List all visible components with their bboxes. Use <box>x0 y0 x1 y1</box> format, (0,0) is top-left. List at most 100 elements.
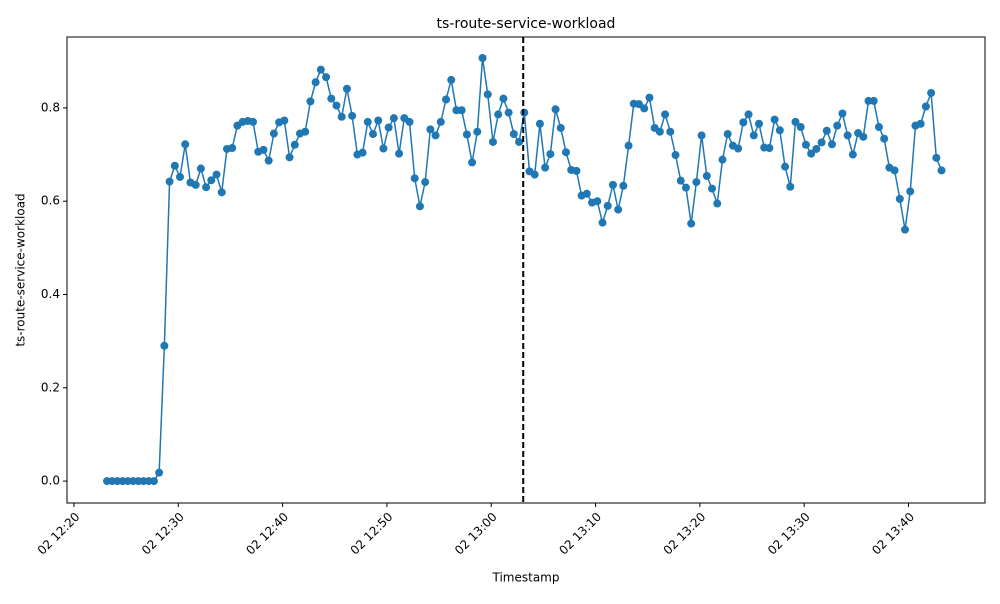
data-point <box>191 180 200 189</box>
data-point <box>348 111 357 120</box>
data-point <box>306 97 315 106</box>
chart-title: ts-route-service-workload <box>437 16 616 32</box>
data-point <box>734 144 743 153</box>
data-point <box>561 148 570 157</box>
data-point <box>681 183 690 192</box>
data-point <box>666 127 675 136</box>
data-point <box>697 131 706 140</box>
data-point <box>170 161 179 170</box>
data-point <box>494 110 503 119</box>
data-point <box>619 181 628 190</box>
data-point <box>264 156 273 165</box>
data-point <box>838 109 847 118</box>
data-point <box>457 106 466 115</box>
plot-frame <box>66 36 986 504</box>
data-point <box>822 126 831 135</box>
data-point <box>708 184 717 193</box>
data-point <box>395 149 404 158</box>
data-point <box>426 125 435 134</box>
data-point <box>389 114 398 123</box>
data-point <box>603 201 612 210</box>
data-point <box>468 158 477 167</box>
data-point <box>202 183 211 192</box>
data-point <box>692 178 701 187</box>
data-point <box>436 117 445 126</box>
data-point <box>473 127 482 136</box>
data-point <box>499 94 508 103</box>
data-point <box>280 116 289 125</box>
data-point <box>337 112 346 121</box>
data-point <box>655 127 664 136</box>
data-point <box>582 189 591 198</box>
data-point <box>259 145 268 154</box>
data-point <box>932 153 941 162</box>
data-point <box>535 119 544 128</box>
y-tick-label: 0.4 <box>41 287 60 301</box>
data-point <box>551 105 560 114</box>
data-point <box>374 116 383 125</box>
data-point <box>723 130 732 139</box>
data-point <box>807 149 816 158</box>
data-point <box>661 110 670 119</box>
data-point <box>316 65 325 74</box>
data-point <box>165 177 174 186</box>
y-tick-label: 0.8 <box>41 100 60 114</box>
data-point <box>921 102 930 111</box>
data-point <box>311 78 320 87</box>
data-point <box>937 166 946 175</box>
data-point <box>530 170 539 179</box>
data-point <box>749 131 758 140</box>
data-point <box>483 90 492 99</box>
data-point <box>702 172 711 181</box>
data-point <box>880 134 889 143</box>
data-point <box>509 130 518 139</box>
data-point <box>890 166 899 175</box>
data-point <box>462 130 471 139</box>
data-point <box>181 140 190 149</box>
data-point <box>598 218 607 227</box>
data-point <box>796 123 805 132</box>
data-point <box>358 148 367 157</box>
data-point <box>207 176 216 185</box>
data-point <box>895 194 904 203</box>
data-point <box>369 130 377 139</box>
data-point <box>848 150 857 159</box>
data-point <box>405 117 414 126</box>
data-point <box>332 101 341 110</box>
data-point <box>786 182 795 191</box>
data-point <box>556 123 565 132</box>
data-point <box>160 341 169 350</box>
data-point <box>249 117 258 126</box>
y-axis-label: ts-route-service-workload <box>14 193 28 346</box>
data-point <box>384 123 393 132</box>
data-point <box>504 108 513 117</box>
data-point <box>301 127 310 136</box>
data-point <box>859 132 868 141</box>
data-point <box>431 131 440 140</box>
data-point <box>828 140 836 149</box>
y-tick-label: 0.6 <box>41 194 60 208</box>
data-point <box>713 199 722 208</box>
data-point <box>624 141 633 150</box>
data-point <box>155 468 164 477</box>
data-point <box>614 205 623 214</box>
data-point <box>447 75 456 84</box>
data-point <box>801 140 810 149</box>
data-point <box>608 180 617 189</box>
data-point <box>718 155 727 164</box>
data-point <box>442 95 451 104</box>
data-point <box>817 138 826 147</box>
data-point <box>520 108 529 117</box>
data-point <box>228 144 237 153</box>
data-point <box>916 119 925 128</box>
data-point <box>927 88 936 97</box>
data-point <box>379 144 388 153</box>
data-point <box>671 151 680 160</box>
x-axis-label: Timestamp <box>492 571 560 585</box>
data-point <box>781 162 790 171</box>
data-point <box>812 144 821 153</box>
data-point <box>901 225 910 234</box>
data-point <box>770 115 779 124</box>
data-point <box>149 477 158 486</box>
